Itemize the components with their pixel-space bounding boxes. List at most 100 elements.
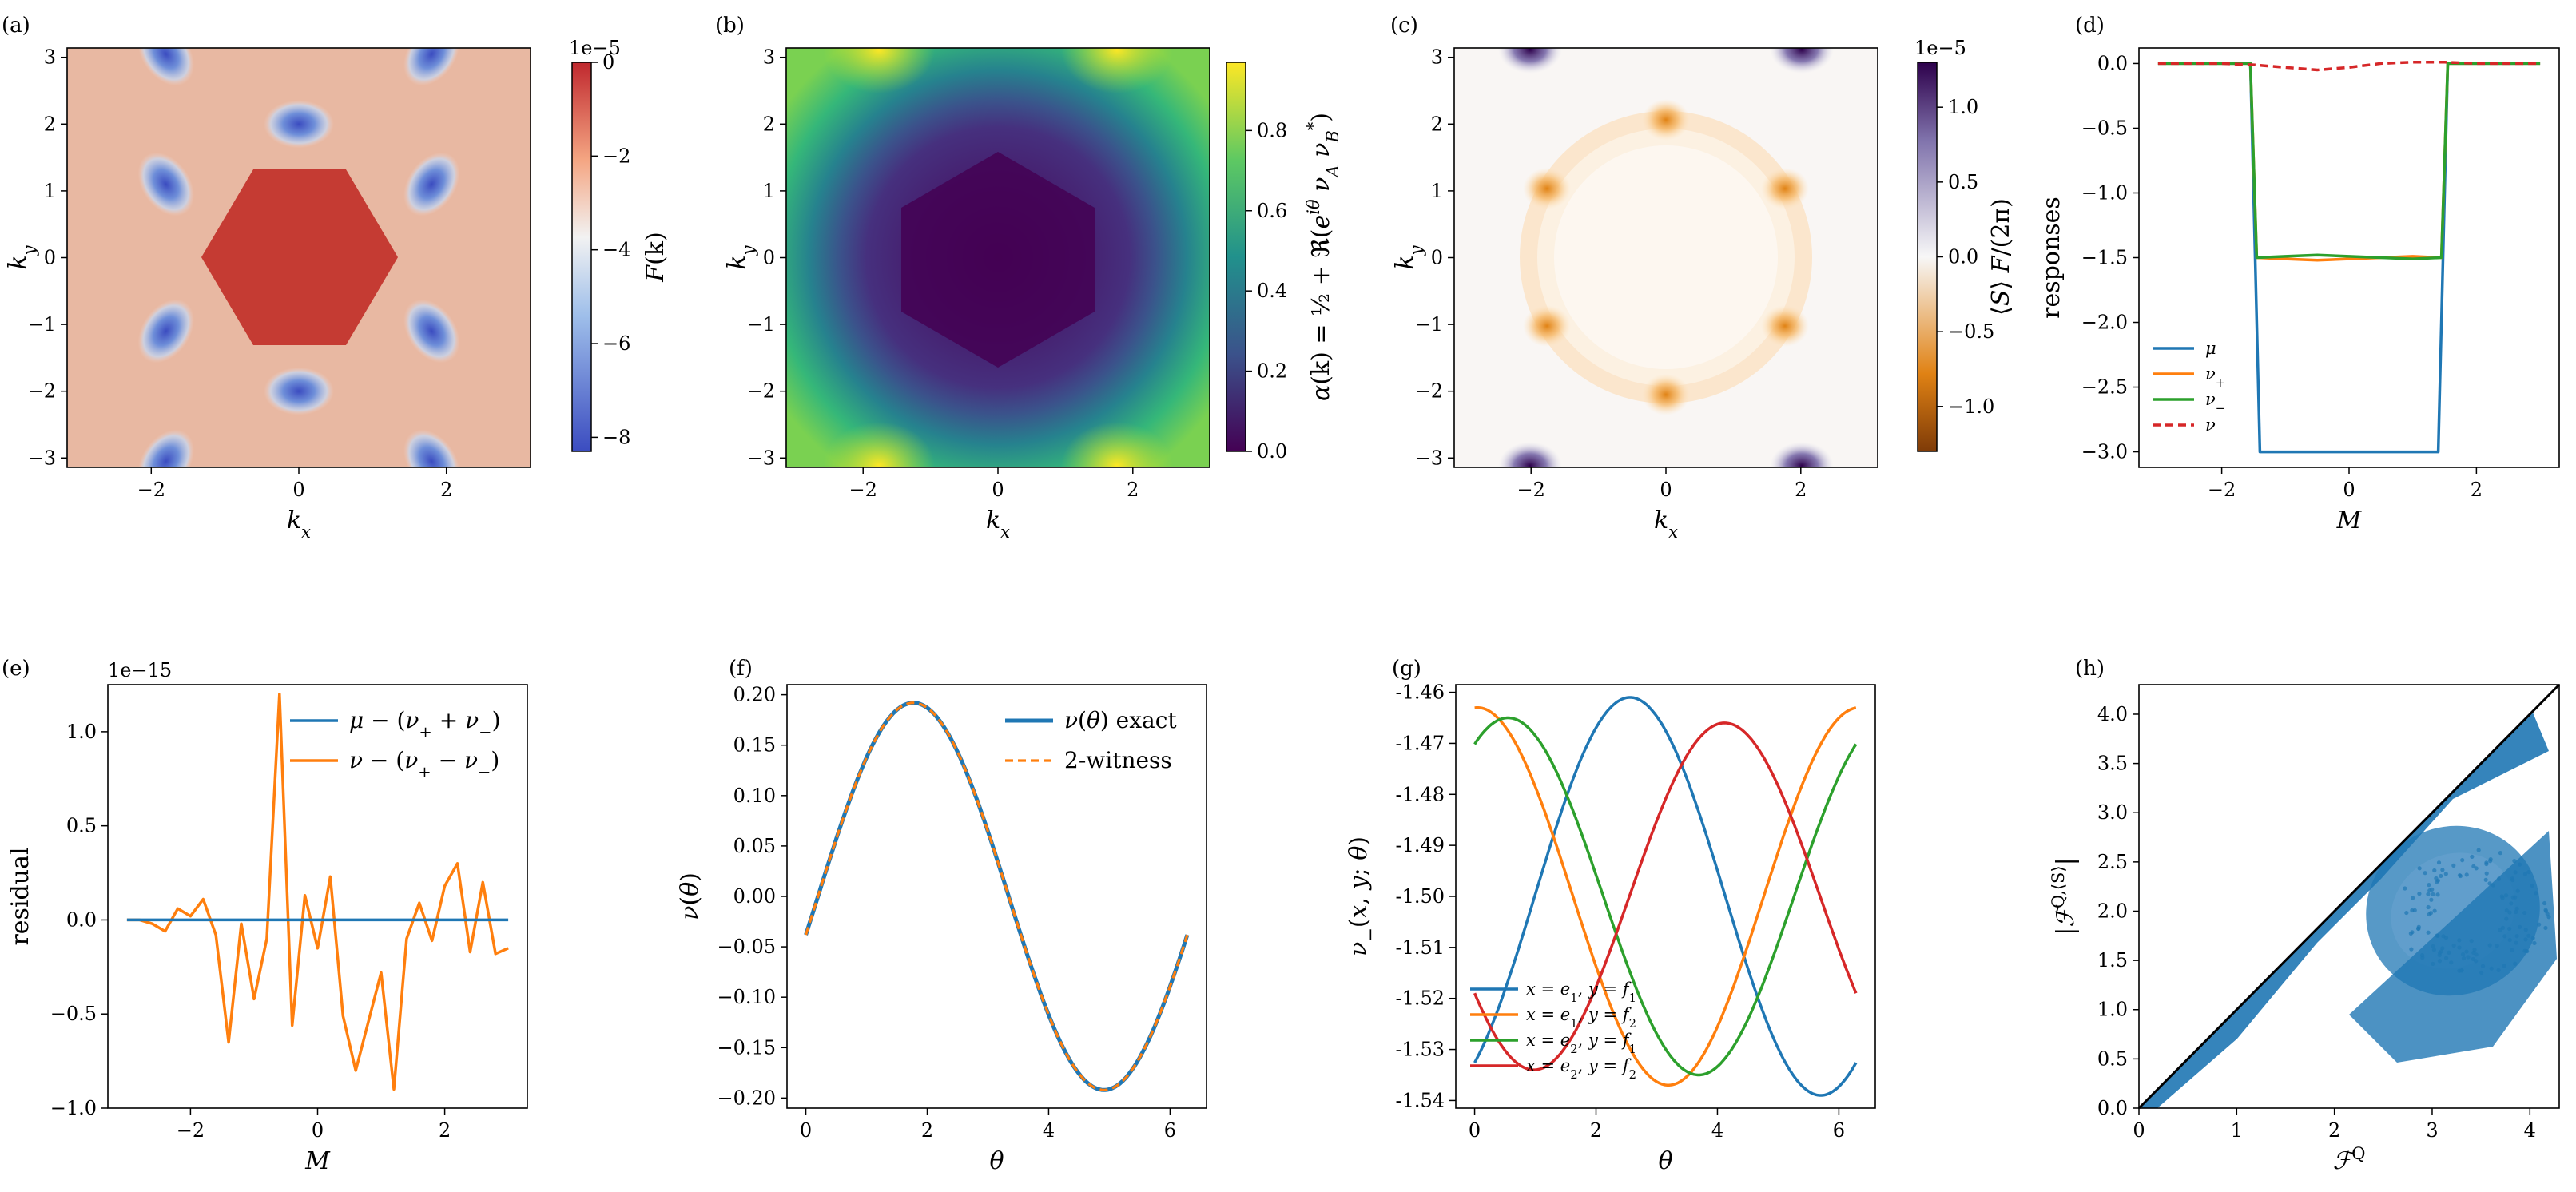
scatter-point bbox=[2457, 938, 2462, 943]
scatter-point bbox=[2543, 925, 2548, 931]
y-tick-label: -1.52 bbox=[1395, 987, 1445, 1010]
heatmap-a-minimum bbox=[264, 367, 334, 415]
colorbar-b: 0.0 0.2 0.4 0.6 0.8 α(k) = ½ + ℜ(eiθ νA νB*) bbox=[1226, 62, 1342, 463]
scatter-point bbox=[2440, 946, 2445, 951]
scatter-point bbox=[2484, 871, 2489, 876]
y-tick-label: 1 bbox=[763, 180, 775, 202]
x-axis-label: kx bbox=[1654, 507, 1678, 542]
heatmap-c-orange-lobe bbox=[1760, 168, 1809, 209]
y-tick-label: 0.0 bbox=[2097, 52, 2128, 74]
scatter-point bbox=[2426, 930, 2431, 935]
scatter-point bbox=[2504, 908, 2509, 913]
series-line bbox=[1473, 716, 1858, 1077]
panel-label: (a) bbox=[2, 14, 30, 38]
legend-label: x = e1, y = f1 bbox=[1526, 979, 1636, 1005]
x-axis-label: kx bbox=[986, 507, 1010, 542]
heatmap-c-purple-peak bbox=[1498, 442, 1562, 467]
scatter-point bbox=[2431, 948, 2437, 952]
reference-line bbox=[2137, 683, 2561, 1110]
scatter-point bbox=[2507, 926, 2512, 932]
legend-label: 2-witness bbox=[1064, 747, 1172, 773]
legend-label: ν− bbox=[2205, 390, 2225, 415]
colorbar-tick-label: 0.0 bbox=[1948, 246, 1978, 268]
scatter-h-wedge bbox=[2139, 713, 2549, 1108]
heatmap-b-central-hexagon bbox=[901, 152, 1095, 368]
scatter-point bbox=[2514, 940, 2518, 945]
scatter-point bbox=[2513, 870, 2518, 875]
legend-label: x = e2, y = f2 bbox=[1526, 1056, 1636, 1082]
scatter-point bbox=[2496, 876, 2502, 881]
colorbar-tick-label: 0.8 bbox=[1257, 119, 1287, 141]
scatter-point bbox=[2461, 956, 2467, 961]
y-tick-label: -1.48 bbox=[1395, 783, 1445, 805]
y-tick-label: −1 bbox=[28, 313, 56, 336]
heatmap-c-orange-lobe bbox=[1523, 305, 1572, 347]
y-tick-label: 3 bbox=[763, 46, 775, 69]
scatter-point bbox=[2530, 883, 2534, 888]
scatter-point bbox=[2457, 872, 2463, 878]
scatter-point bbox=[2507, 910, 2512, 915]
y-axis-scale: 1e−15 bbox=[108, 659, 172, 681]
scatter-point bbox=[2451, 943, 2456, 948]
y-tick-label: 2.5 bbox=[2097, 851, 2128, 873]
y-tick-label: −3 bbox=[28, 447, 56, 469]
y-tick-label: -1.51 bbox=[1395, 936, 1445, 959]
legend-label: μ − (ν+ + ν−) bbox=[349, 707, 501, 741]
scatter-point bbox=[2443, 872, 2448, 876]
scatter-point bbox=[2514, 934, 2519, 939]
heatmap-b-corner-peak bbox=[823, 48, 935, 93]
series-line bbox=[805, 701, 1189, 1091]
scatter-point bbox=[2507, 938, 2512, 943]
y-axis-label: ky bbox=[723, 244, 758, 269]
x-tick-label: −2 bbox=[1517, 479, 1545, 501]
line-plot-f: 0 2 4 6 0.20 0.15 0.10 0.05 0.00 −0.05 −0.10 −0.15 −… bbox=[676, 684, 1207, 1175]
heatmap-c-purple-peak bbox=[1770, 48, 1834, 74]
panel-label: (g) bbox=[1392, 657, 1421, 681]
scatter-point bbox=[2412, 908, 2417, 912]
y-tick-label: 0.0 bbox=[2097, 1097, 2128, 1119]
scatter-point bbox=[2504, 916, 2509, 921]
y-axis-label: |ℱQ,⟨S⟩| bbox=[2049, 857, 2080, 935]
legend-label: ν − (ν+ − ν−) bbox=[349, 747, 499, 781]
heatmap-a-minimum bbox=[264, 100, 334, 149]
colorbar-label: ⟨S⟩ F/(2π) bbox=[1987, 198, 2015, 316]
scatter-point bbox=[2420, 952, 2425, 958]
y-tick-label: −2.0 bbox=[2081, 312, 2128, 334]
scatter-point bbox=[2546, 915, 2551, 920]
x-axis-label: kx bbox=[287, 507, 311, 542]
y-tick-label: -1.49 bbox=[1395, 834, 1445, 856]
scatter-point bbox=[2530, 936, 2535, 940]
y-tick-label: 3.0 bbox=[2097, 801, 2128, 824]
y-tick-label: 0.05 bbox=[733, 835, 776, 857]
scatter-point bbox=[2464, 949, 2469, 954]
y-tick-label: 0 bbox=[44, 247, 56, 269]
x-tick-label: 0 bbox=[312, 1119, 324, 1142]
scatter-point bbox=[2510, 895, 2515, 900]
y-tick-label: -1.54 bbox=[1395, 1089, 1445, 1111]
scatter-point bbox=[2431, 892, 2435, 896]
legend-label: x = e1, y = f2 bbox=[1526, 1005, 1636, 1031]
x-tick-label: −2 bbox=[177, 1119, 205, 1142]
line-plot-d: −2 0 2 0.0 −0.5 −1.0 −1.5 −2.0 −2.5 −3.0 Mresponse… bbox=[2037, 47, 2560, 534]
y-tick-label: 2.0 bbox=[2097, 900, 2128, 922]
x-tick-label: 3 bbox=[2426, 1119, 2438, 1142]
colorbar-label: F(k) bbox=[642, 232, 670, 282]
scatter-point bbox=[2537, 922, 2542, 927]
legend-label: ν+ bbox=[2205, 364, 2225, 390]
scatter-point bbox=[2432, 868, 2437, 873]
y-tick-label: −3 bbox=[1415, 447, 1443, 469]
heatmap-a-minimum bbox=[137, 48, 194, 86]
heatmap-a-minimum bbox=[403, 299, 460, 364]
heatmap-c-orange-lobe bbox=[1642, 99, 1690, 141]
scatter-point bbox=[2496, 968, 2501, 972]
x-tick-label: 2 bbox=[2328, 1119, 2340, 1142]
scatter-point bbox=[2523, 937, 2528, 942]
scatter-point bbox=[2523, 928, 2528, 932]
line-plot-g: 0 2 4 6 -1.46 -1.47 -1.48 -1.49 -1.50 -1.51 -1.52 -… bbox=[1345, 681, 1876, 1175]
y-tick-label: −1.0 bbox=[50, 1097, 97, 1119]
scatter-point bbox=[2509, 901, 2514, 906]
scatter-point bbox=[2436, 860, 2442, 865]
scatter-point bbox=[2526, 869, 2531, 875]
